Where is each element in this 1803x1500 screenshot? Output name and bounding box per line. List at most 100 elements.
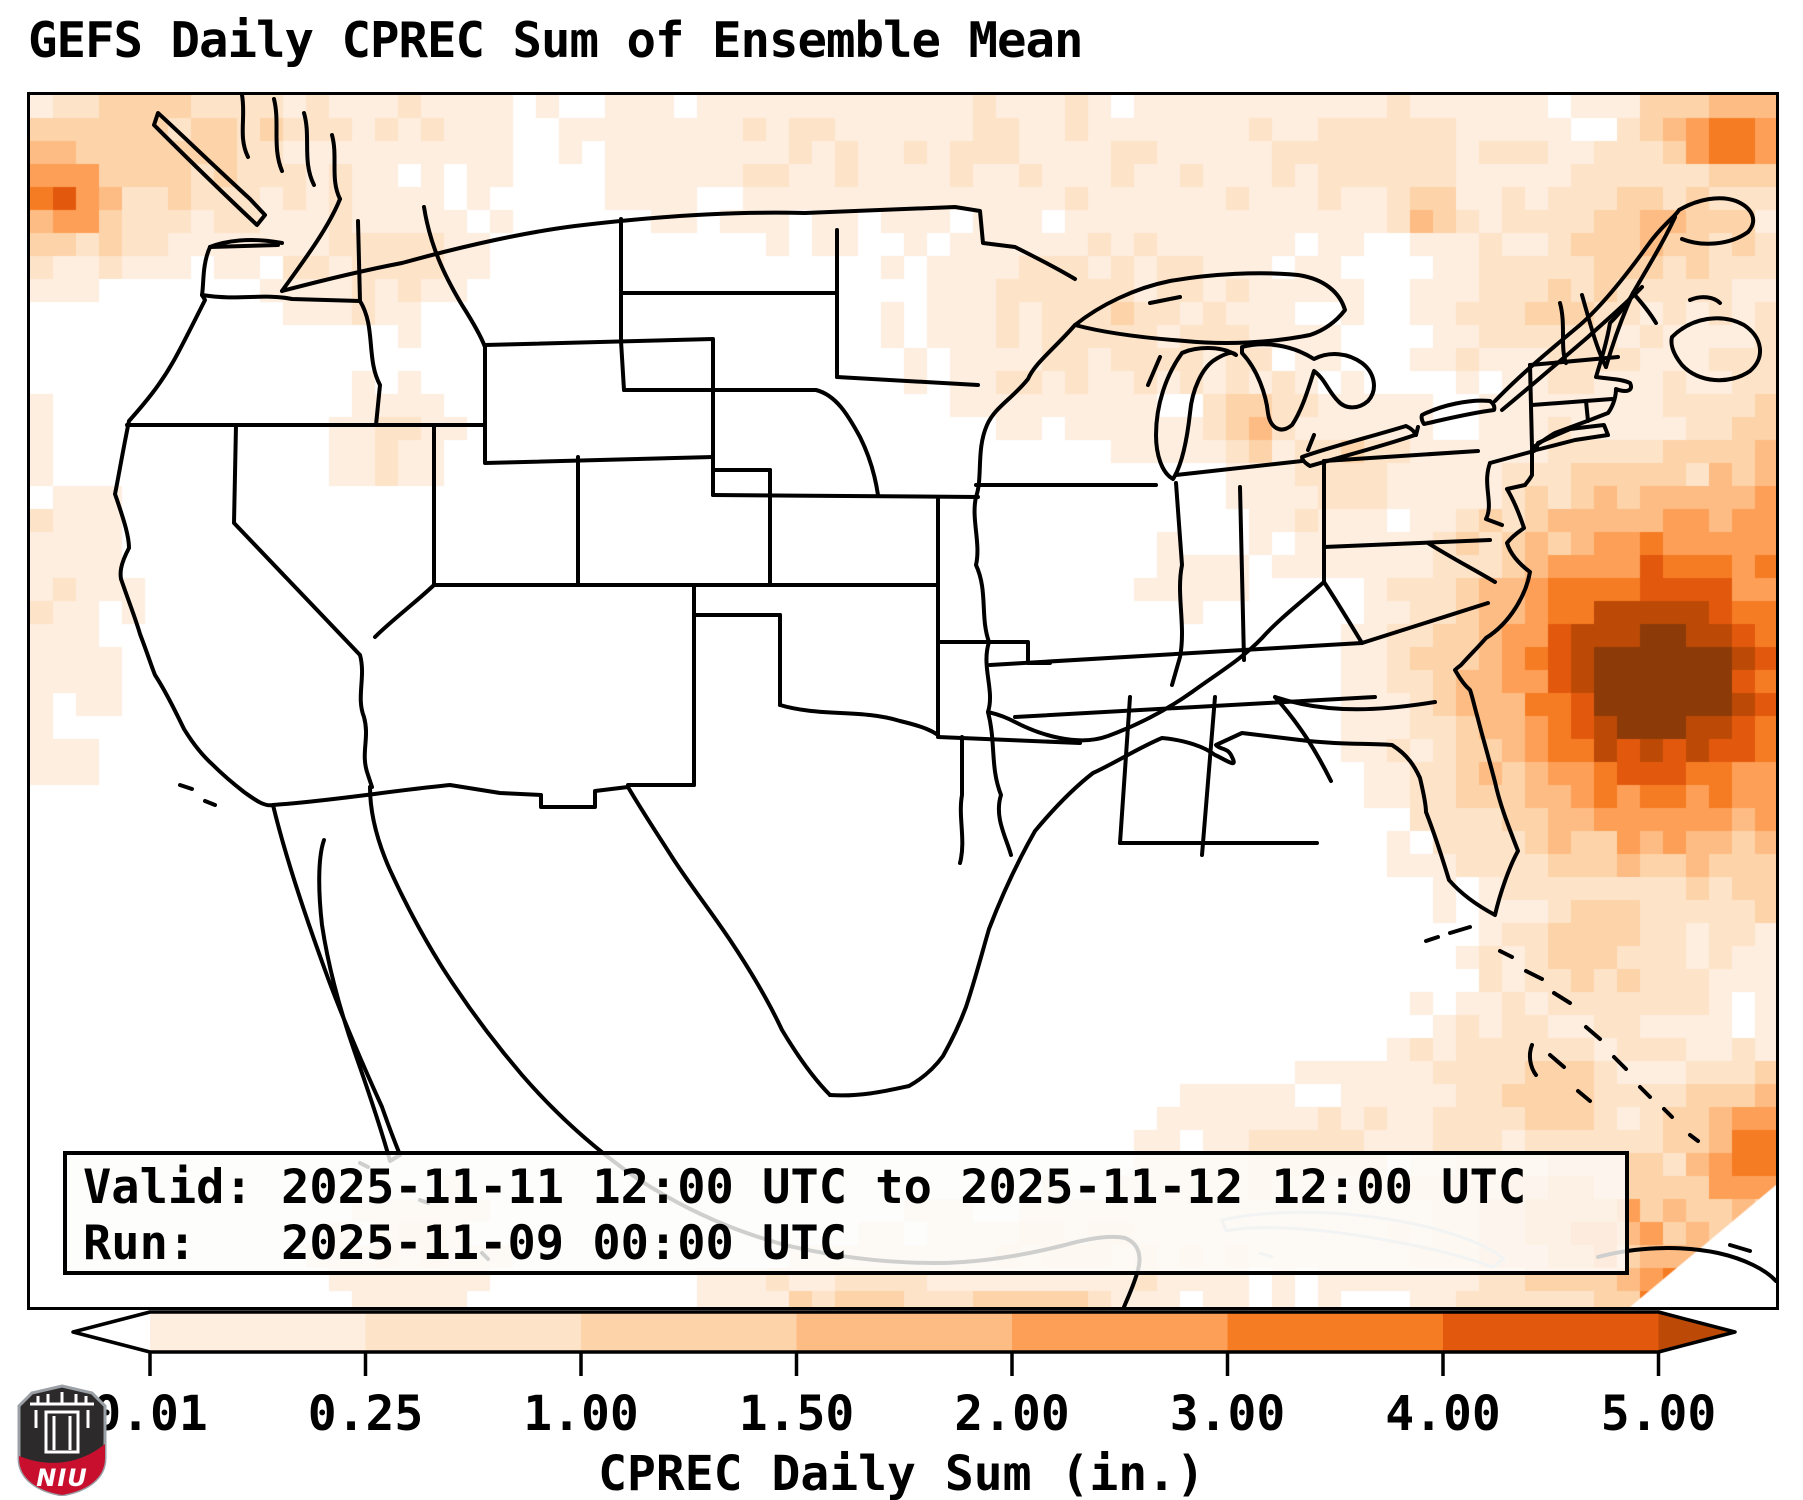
coastline-border-path — [1360, 601, 1490, 645]
colorbar-tick-label: 2.00 — [954, 1386, 1070, 1442]
coastline-border-path — [1424, 935, 1440, 943]
coastline-border-path — [232, 423, 374, 789]
colorbar-segment — [1012, 1312, 1229, 1352]
niu-logo: NIU — [17, 1384, 107, 1496]
coastline-border-path — [1174, 459, 1304, 477]
coastline-border-path — [1728, 1243, 1752, 1253]
coastline-border-path — [1669, 316, 1762, 383]
coastline-border-path — [1552, 991, 1572, 1005]
coastline-border-path — [1584, 399, 1590, 423]
coastline-border-path — [1154, 346, 1238, 481]
coastline-border-path — [280, 205, 1077, 293]
castle-icon — [30, 1392, 94, 1454]
coastline-border-path — [988, 641, 1364, 667]
coastline-border-path — [1576, 1089, 1592, 1103]
coastline-border-path — [1524, 969, 1544, 981]
coastline-border-path — [1414, 425, 1420, 437]
coastline-border-path — [280, 197, 342, 293]
coastline-border-path — [835, 375, 980, 387]
coastline-border-path — [1558, 301, 1568, 365]
colorbar-under-arrow — [73, 1312, 150, 1352]
coastline-border-path — [1426, 541, 1497, 584]
coastline-border-path — [200, 219, 362, 303]
coastline-border-path — [358, 299, 382, 427]
coastline-border-path — [483, 337, 715, 497]
coastline-border-path — [203, 799, 217, 807]
coastline-border-path — [936, 640, 1052, 665]
coastline-border-path — [778, 703, 940, 737]
coastline-border-path — [1604, 291, 1635, 369]
coastline-border-path — [240, 95, 250, 159]
coastline-border-path — [1273, 695, 1333, 783]
coastline-border-path — [1322, 449, 1480, 463]
colorbar-segment — [1227, 1312, 1444, 1352]
coastline-border-path — [1530, 397, 1614, 407]
coastline-border-path — [1148, 295, 1182, 305]
colorbar-tick-label: 0.01 — [92, 1386, 208, 1442]
colorbar-axis-label: CPREC Daily Sum (in.) — [598, 1446, 1205, 1500]
coastline-border-path — [1118, 695, 1132, 845]
colorbar-segment — [150, 1312, 367, 1352]
coastline-border-path — [1631, 291, 1658, 325]
coastline-border-path — [622, 388, 880, 497]
map-panel: Valid: 2025-11-11 12:00 UTC to 2025-11-1… — [27, 92, 1779, 1310]
coastline-border-path — [113, 238, 832, 1097]
colorbar-tick-label: 1.00 — [523, 1386, 639, 1442]
coastline-border-path — [1631, 215, 1677, 295]
valid-run-info-box: Valid: 2025-11-11 12:00 UTC to 2025-11-1… — [63, 1151, 1629, 1275]
coastline-border-path — [711, 493, 980, 499]
coastline-border-path — [1612, 1055, 1628, 1071]
colorbar-segment — [796, 1312, 1013, 1352]
colorbar-tick-label: 0.25 — [307, 1386, 424, 1442]
coastline-border-path — [1448, 925, 1472, 935]
colorbar-segment — [1443, 1312, 1660, 1352]
colorbar — [71, 1310, 1737, 1376]
coastline-border-path — [272, 97, 284, 173]
coastline-border-path — [1688, 1133, 1700, 1143]
coastline-border-path — [483, 343, 715, 465]
colorbar-over-arrow — [1658, 1312, 1735, 1352]
coastline-border-path — [1534, 423, 1610, 452]
coastline-border-path — [1488, 449, 1536, 465]
coastline-border-path — [152, 111, 267, 227]
coastline-border-path — [422, 205, 487, 349]
coastline-border-path — [1484, 461, 1504, 527]
coastline-border-path — [619, 339, 626, 392]
coastline-border-path — [986, 580, 1326, 743]
coastline-border-path — [958, 735, 965, 865]
coastline-border-path — [1073, 271, 1347, 345]
precip-shading-layer — [30, 95, 1776, 1307]
figure-title: GEFS Daily CPREC Sum of Ensemble Mean — [28, 12, 1084, 69]
coastline-border-path — [1273, 695, 1437, 712]
coastline-border-path — [302, 111, 316, 187]
coastline-border-path — [1498, 949, 1514, 959]
colorbar-tick-label: 4.00 — [1385, 1386, 1501, 1442]
coastline-border-path — [1638, 1085, 1652, 1099]
run-time-text: Run: 2025-11-09 00:00 UTC — [83, 1216, 848, 1271]
coastline-border-path — [1322, 580, 1364, 645]
coastline-border-path — [1306, 433, 1316, 452]
coastline-border-path — [1146, 355, 1162, 387]
coastline-border-path — [972, 323, 1077, 857]
colorbar-tick-label: 1.50 — [738, 1386, 855, 1442]
coastline-border-path — [828, 291, 1635, 1098]
niu-shield-red-band — [19, 1444, 105, 1495]
coastline-border-path — [208, 243, 280, 249]
colorbar-segment — [581, 1312, 798, 1352]
colorbar-tick-labels: 0.01 0.25 1.00 1.50 2.00 3.00 4.00 5.00 — [0, 1386, 1803, 1446]
coastline-border-path — [1013, 695, 1377, 719]
valid-time-text: Valid: 2025-11-11 12:00 UTC to 2025-11-1… — [83, 1160, 1527, 1215]
coastline-border-path — [1419, 398, 1497, 426]
coastline-border-path — [1493, 196, 1756, 403]
coastline-border-path — [1662, 1107, 1674, 1119]
coastline-border-path — [1580, 293, 1608, 369]
coastline-border-path — [1548, 1053, 1566, 1069]
coastline-border-path — [1238, 485, 1246, 662]
coastline-border-path — [271, 803, 402, 1163]
coastline-border-path — [1200, 695, 1217, 857]
colorbar-tick-label: 3.00 — [1169, 1386, 1286, 1442]
niu-logo-text: NIU — [36, 1464, 88, 1492]
colorbar-segment — [365, 1312, 582, 1352]
coastline-border-path — [1688, 295, 1722, 305]
